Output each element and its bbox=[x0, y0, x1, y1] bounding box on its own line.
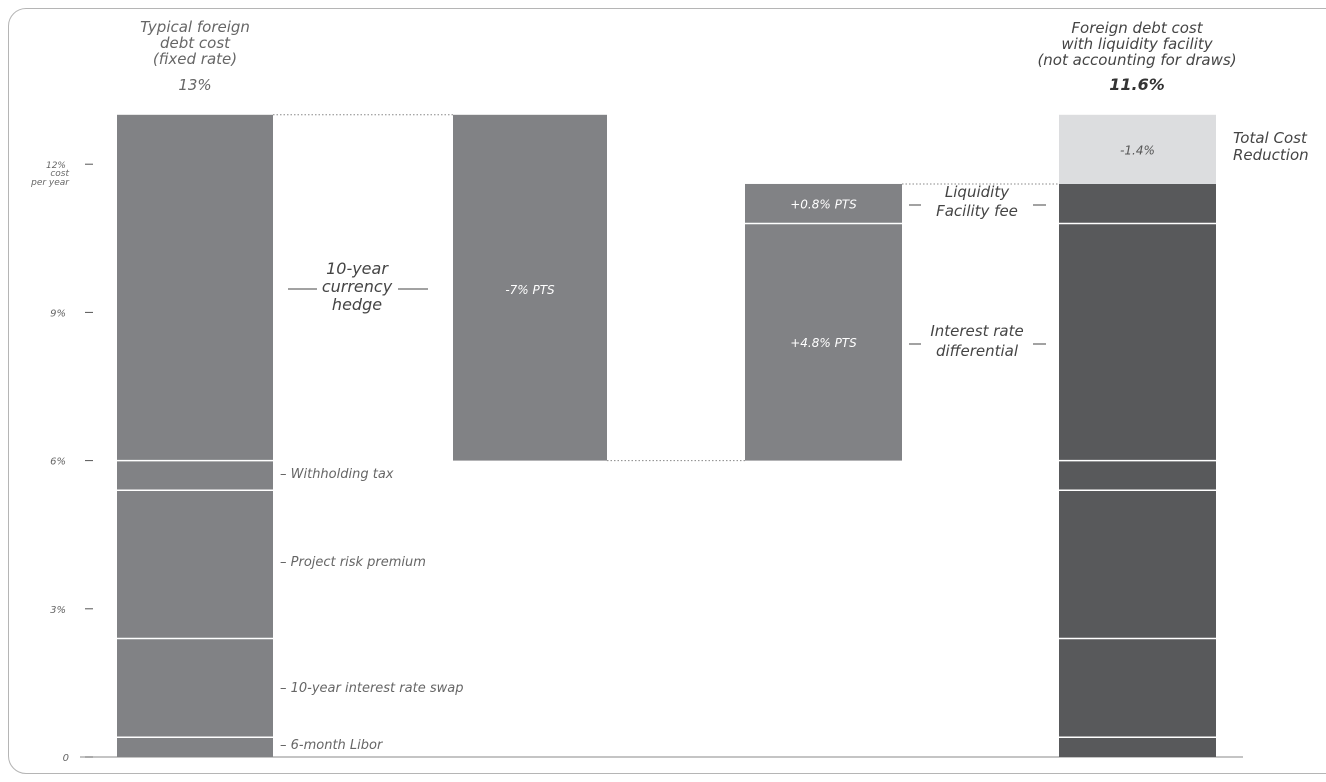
hedge-label-line: 10-year bbox=[326, 259, 389, 278]
bars bbox=[117, 115, 1216, 757]
hedge-label-line: hedge bbox=[332, 295, 382, 314]
typical-debt-bar bbox=[117, 115, 273, 757]
reduction-caption-line: Reduction bbox=[1233, 146, 1309, 164]
y-tick-label: 3% bbox=[50, 605, 66, 616]
y-tick-label: 6% bbox=[50, 457, 66, 468]
final-value-label: 11.6% bbox=[1109, 75, 1165, 94]
liquidity-annotation-line: Facility fee bbox=[936, 202, 1018, 220]
liquidity-segment-label: +4.8% PTS bbox=[790, 336, 857, 350]
liquidity-annotation-line: Liquidity bbox=[945, 183, 1010, 201]
liquidity-annotation-line: Interest rate bbox=[930, 322, 1023, 340]
liquidity-segment-label: +0.8% PTS bbox=[790, 198, 857, 212]
component-label: – Project risk premium bbox=[280, 555, 426, 570]
y-unit-label: per year bbox=[30, 178, 70, 188]
typical-value-label: 13% bbox=[178, 76, 211, 94]
component-label: – 6-month Libor bbox=[280, 738, 384, 753]
reduction-caption-line: Total Cost bbox=[1233, 129, 1308, 147]
hedge-bar-label: -7% PTS bbox=[505, 283, 555, 297]
y-tick-label: 0 bbox=[63, 753, 69, 764]
reduction-label: -1.4% bbox=[1120, 143, 1155, 157]
component-label: – Withholding tax bbox=[280, 467, 394, 482]
y-tick-label: 9% bbox=[50, 308, 66, 319]
hedge-label-line: currency bbox=[322, 277, 393, 296]
final-debt-bar bbox=[1059, 184, 1216, 757]
final-title-line: (not accounting for draws) bbox=[1037, 51, 1236, 69]
component-label: – 10-year interest rate swap bbox=[280, 681, 463, 696]
typical-title-line: (fixed rate) bbox=[153, 50, 237, 68]
liquidity-annotation-line: differential bbox=[936, 342, 1019, 360]
